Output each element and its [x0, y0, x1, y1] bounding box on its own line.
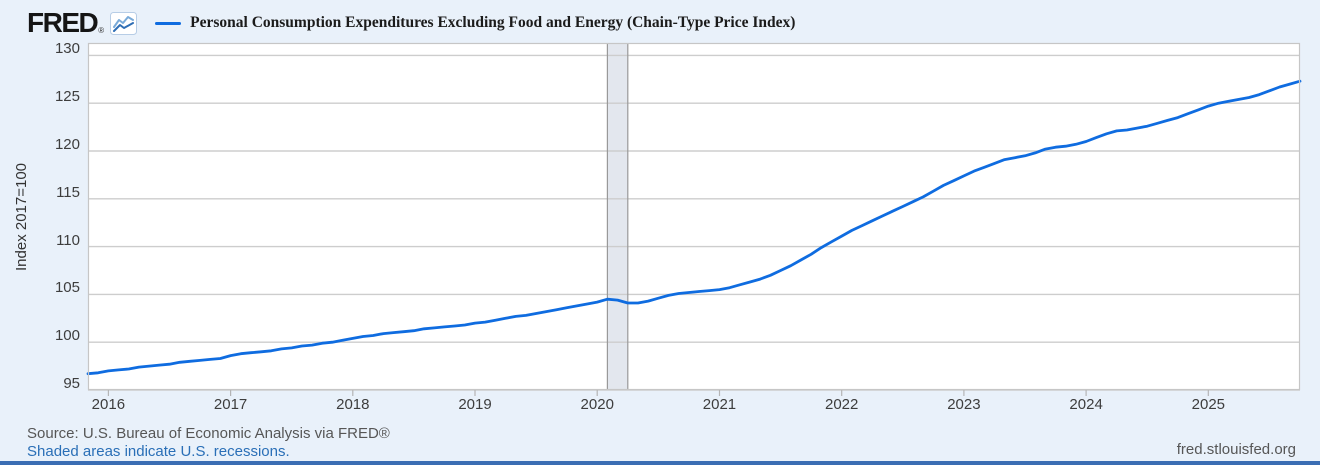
y-tick-label: 110	[56, 231, 80, 249]
fred-logo[interactable]: FRED ®	[27, 7, 138, 38]
fred-logo-chart-icon	[110, 12, 138, 35]
y-tick-label: 115	[56, 183, 80, 201]
x-tick-label: 2023	[947, 396, 981, 413]
legend-line-swatch	[155, 21, 182, 25]
series-title: Personal Consumption Expenditures Exclud…	[190, 14, 796, 31]
x-tick-label: 2021	[702, 396, 737, 413]
y-tick-label: 105	[54, 279, 80, 297]
registered-trademark: ®	[98, 26, 105, 35]
x-tick-label: 2018	[336, 396, 370, 413]
recessions-link[interactable]: Shaded areas indicate U.S. recessions.	[27, 443, 290, 460]
chart-header: FRED ® Personal Consumption Expenditures…	[27, 8, 795, 38]
y-tick-label: 120	[54, 136, 80, 154]
x-tick-label: 2016	[91, 396, 126, 413]
recession-band	[607, 43, 628, 390]
y-tick-label: 100	[54, 327, 80, 345]
fred-url-link[interactable]: fred.stlouisfed.org	[1176, 441, 1296, 458]
y-tick-label: 95	[63, 375, 80, 392]
x-tick-label: 2020	[580, 396, 614, 413]
fred-logo-text: FRED	[27, 7, 99, 38]
source-text: Source: U.S. Bureau of Economic Analysis…	[27, 425, 390, 442]
y-tick-label: 130	[54, 40, 80, 58]
pce-line-chart[interactable]	[86, 42, 1302, 399]
legend-item: Personal Consumption Expenditures Exclud…	[155, 14, 795, 32]
y-tick-label: 125	[54, 88, 80, 106]
x-tick-label: 2024	[1069, 396, 1103, 413]
series-line	[86, 79, 1302, 376]
bottom-accent-bar	[0, 461, 1320, 465]
x-tick-label: 2022	[824, 396, 859, 413]
plot-area[interactable]	[86, 42, 1302, 396]
x-tick-label: 2019	[458, 396, 492, 413]
x-tick-label: 2025	[1191, 396, 1226, 413]
x-tick-label: 2017	[213, 396, 248, 413]
